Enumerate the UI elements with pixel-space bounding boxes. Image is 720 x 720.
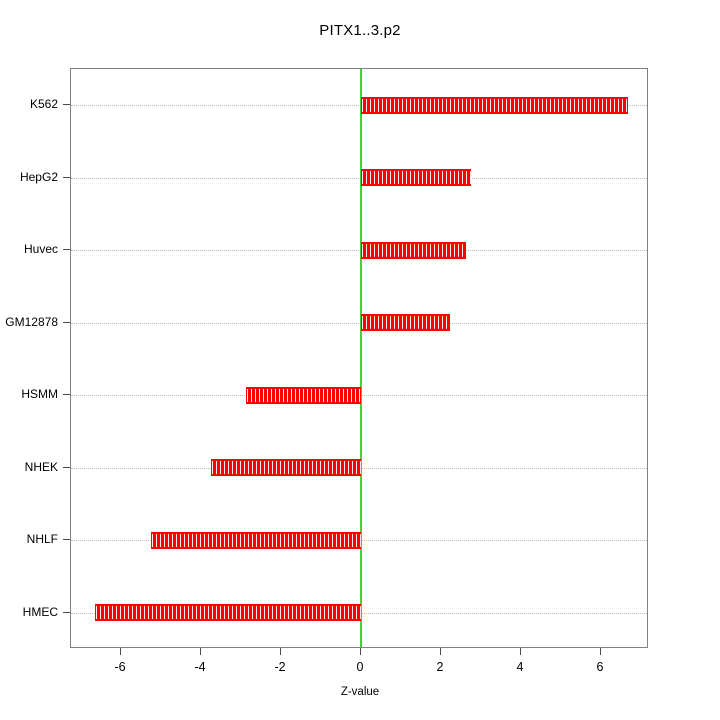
gridline <box>71 177 647 179</box>
y-tick-mark <box>63 104 70 106</box>
x-tick-mark <box>360 648 361 655</box>
x-tick-label-neg4: -4 <box>194 660 206 674</box>
x-tick-label-6: 6 <box>596 660 604 674</box>
x-tick-mark <box>600 648 601 655</box>
zero-reference-line <box>360 69 362 647</box>
y-tick-label-hmec: HMEC <box>22 604 58 619</box>
x-tick-mark <box>280 648 281 655</box>
bar-hsmm <box>246 386 361 404</box>
y-tick-mark <box>63 466 70 468</box>
bar-gm12878 <box>361 314 450 332</box>
gridline <box>71 105 647 107</box>
y-tick-label-hepg2: HepG2 <box>19 169 58 184</box>
x-tick-mark <box>440 648 441 655</box>
x-tick-label-neg2: -2 <box>274 660 286 674</box>
y-tick-label-huvec: Huvec <box>23 242 58 257</box>
y-tick-label-hsmm: HSMM <box>21 387 58 402</box>
y-tick-mark <box>63 611 70 613</box>
gridline <box>71 322 647 324</box>
x-tick-label-4: 4 <box>516 660 524 674</box>
x-axis-label: Z-value <box>340 686 380 698</box>
bar-k562 <box>361 96 629 114</box>
gridline <box>71 250 647 252</box>
y-tick-mark <box>63 176 70 178</box>
bar-nhek <box>211 459 361 477</box>
bar-nhlf <box>151 531 361 549</box>
x-tick-mark <box>200 648 201 655</box>
y-tick-label-nhlf: NHLF <box>26 532 58 547</box>
bar-hmec <box>95 604 361 622</box>
bar-huvec <box>361 241 466 259</box>
y-tick-mark <box>63 249 70 251</box>
chart-title: PITX1..3.p2 <box>319 22 401 39</box>
bar-hepg2 <box>361 169 471 187</box>
y-tick-label-k562: K562 <box>29 97 58 112</box>
plot-area <box>70 68 648 648</box>
y-tick-mark <box>63 539 70 541</box>
x-tick-label-2: 2 <box>436 660 444 674</box>
y-tick-mark <box>63 321 70 323</box>
y-tick-mark <box>63 394 70 396</box>
x-tick-label-neg6: -6 <box>114 660 126 674</box>
y-tick-label-gm12878: GM12878 <box>5 314 58 329</box>
x-tick-label-0: 0 <box>356 660 364 674</box>
x-tick-mark <box>520 648 521 655</box>
x-tick-mark <box>120 648 121 655</box>
y-tick-label-nhek: NHEK <box>24 459 58 474</box>
